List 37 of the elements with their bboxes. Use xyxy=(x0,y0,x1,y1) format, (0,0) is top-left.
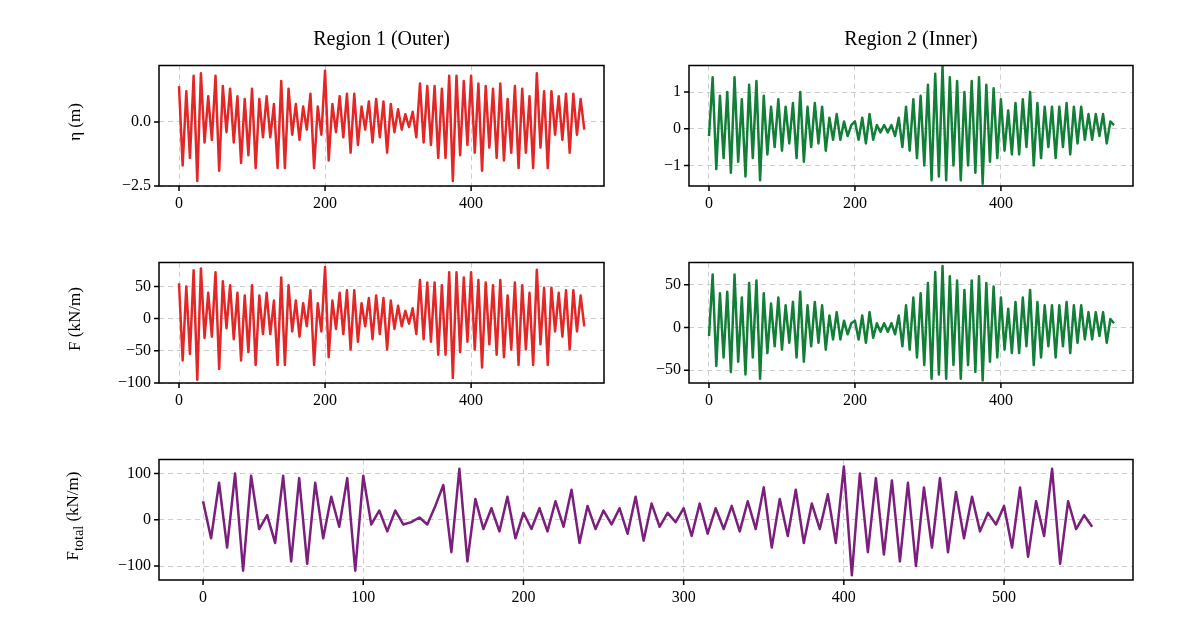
x-tick-label: 300 xyxy=(671,587,696,605)
y-axis-title: η (m) xyxy=(65,103,85,141)
x-tick-label: 400 xyxy=(831,587,856,605)
y-tick-label: 50 xyxy=(135,276,151,294)
y-axis-title: F (kN/m) xyxy=(65,287,85,351)
chart-title: Region 1 (Outer) xyxy=(312,26,451,50)
y-tick-label: −50 xyxy=(125,341,151,359)
x-tick-label: 200 xyxy=(511,587,536,605)
y-tick-label: −50 xyxy=(655,360,681,378)
y-tick-label: −2.5 xyxy=(121,176,151,194)
y-tick-label: 0 xyxy=(673,118,681,136)
x-tick-label: 400 xyxy=(988,390,1013,408)
y-tick-label: 50 xyxy=(665,275,681,292)
x-tick-label: 400 xyxy=(459,390,484,408)
x-tick-label: 200 xyxy=(313,390,338,408)
x-tick-label: 200 xyxy=(842,193,867,211)
x-tick-label: 100 xyxy=(351,587,376,605)
y-tick-label: 100 xyxy=(127,463,151,481)
y-tick-label: 0.0 xyxy=(131,112,151,130)
x-tick-label: 400 xyxy=(988,193,1013,211)
y-tick-label: −1 xyxy=(663,155,681,173)
y-tick-label: 0 xyxy=(143,308,151,326)
y-tick-label: −100 xyxy=(117,556,151,574)
x-tick-label: 0 xyxy=(175,193,184,211)
x-tick-label: 200 xyxy=(842,390,867,408)
x-tick-label: 500 xyxy=(992,587,1017,605)
x-tick-label: 0 xyxy=(705,390,713,408)
y-tick-label: 0 xyxy=(673,317,681,335)
x-tick-label: 0 xyxy=(175,390,184,408)
y-tick-label: −100 xyxy=(117,373,151,391)
x-tick-label: 400 xyxy=(459,193,484,211)
y-tick-label: 0 xyxy=(143,510,151,527)
x-tick-label: 200 xyxy=(313,193,338,211)
x-tick-label: 0 xyxy=(705,193,713,211)
x-tick-label: 0 xyxy=(199,587,208,605)
chart-title: Region 2 (Inner) xyxy=(843,26,979,50)
y-tick-label: 1 xyxy=(673,82,681,100)
